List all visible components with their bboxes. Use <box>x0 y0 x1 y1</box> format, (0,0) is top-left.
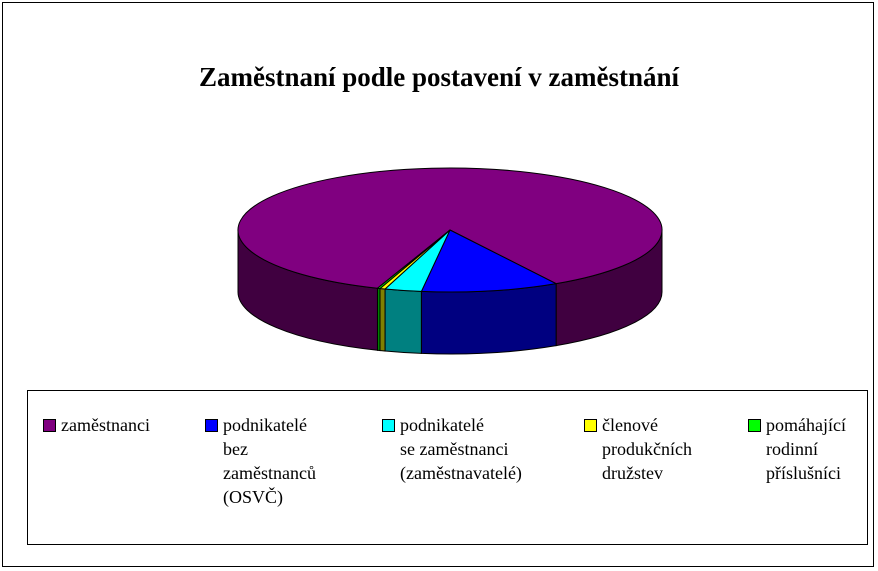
slice-side <box>420 283 557 355</box>
legend-item: podnikatelé bez zaměstnanců (OSVČ) <box>205 413 316 509</box>
slice <box>237 167 663 289</box>
legend-swatch <box>382 419 395 432</box>
slice <box>376 229 451 290</box>
legend: zaměstnanci podnikatelé bez zaměstnanců (… <box>27 390 868 545</box>
legend-swatch <box>748 419 761 432</box>
legend-swatch <box>584 419 597 432</box>
legend-item: členové produkčních družstev <box>584 413 692 485</box>
legend-label: členové produkčních družstev <box>602 415 692 483</box>
legend-swatch <box>43 419 56 432</box>
chart-title: Zaměstnaní podle postavení v zaměstnání <box>198 62 680 92</box>
legend-label: podnikatelé se zaměstnanci (zaměstnavate… <box>400 415 522 483</box>
legend-label: pomáhající rodinní příslušníci <box>766 415 846 483</box>
legend-swatch <box>205 419 218 432</box>
legend-label: podnikatelé bez zaměstnanců (OSVČ) <box>223 415 316 507</box>
legend-item: podnikatelé se zaměstnanci (zaměstnavate… <box>382 413 522 485</box>
slice <box>420 229 558 293</box>
legend-item: zaměstnanci <box>43 413 150 437</box>
slice-side <box>384 288 422 354</box>
slice-side <box>379 287 386 352</box>
legend-item: pomáhající rodinní příslušníci <box>748 413 846 485</box>
slice-side <box>376 287 381 352</box>
legend-label: zaměstnanci <box>61 415 150 435</box>
